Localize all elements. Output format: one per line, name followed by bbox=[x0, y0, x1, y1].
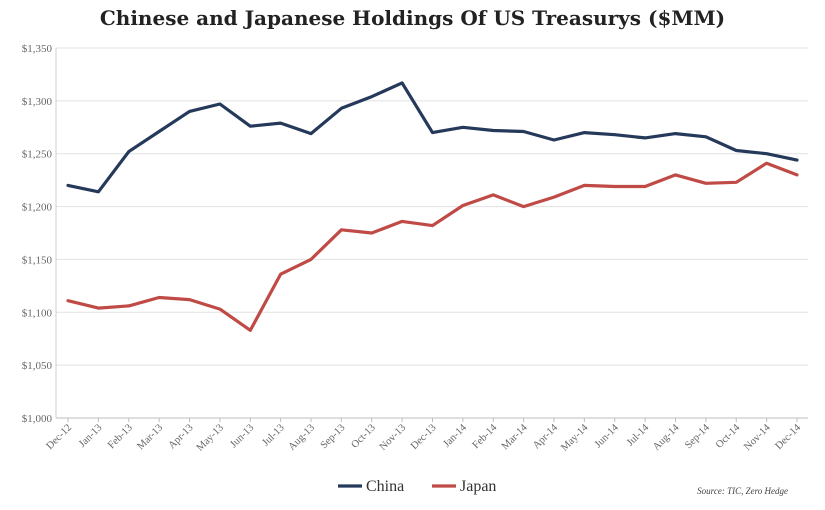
series-lines bbox=[66, 81, 799, 332]
axes bbox=[55, 48, 808, 419]
y-axis-ticks: $1,000 $1,050 $1,100 $1,150 $1,200 $1,250 $1,3… bbox=[22, 43, 53, 425]
x-axis-ticks: Dec-12 Jan-13 Feb-13 Mar-13 Apr-13 May-13 Jun-… bbox=[44, 418, 804, 454]
x-tick-label: Nov-13 bbox=[378, 422, 408, 452]
legend: China Japan bbox=[338, 478, 496, 495]
x-tick-label: Jul-14 bbox=[625, 422, 652, 449]
y-tick-label: $1,200 bbox=[22, 202, 53, 214]
x-tick-label: Jun-14 bbox=[593, 422, 622, 451]
x-tick-label: Aug-13 bbox=[287, 422, 317, 452]
chart-title: Chinese and Japanese Holdings Of US Trea… bbox=[99, 6, 726, 30]
x-tick-label: Feb-13 bbox=[106, 422, 135, 451]
gridlines bbox=[56, 47, 808, 419]
y-tick-label: $1,150 bbox=[22, 254, 53, 266]
x-tick-label: Sep-14 bbox=[683, 422, 712, 451]
x-tick-label: Jul-13 bbox=[260, 422, 286, 448]
series-line-china bbox=[66, 81, 799, 194]
x-tick-label: Apr-13 bbox=[167, 422, 196, 451]
x-tick-label: Nov-14 bbox=[742, 422, 773, 453]
x-tick-label: Apr-14 bbox=[531, 422, 561, 452]
x-tick-label: Jun-13 bbox=[228, 422, 256, 450]
x-tick-label: Oct-14 bbox=[714, 422, 743, 451]
x-tick-label: Dec-14 bbox=[773, 422, 803, 452]
y-tick-label: $1,100 bbox=[22, 307, 53, 319]
x-tick-label: Oct-13 bbox=[349, 422, 377, 450]
x-tick-label: Mar-13 bbox=[135, 422, 165, 452]
x-tick-label: Dec-13 bbox=[409, 422, 439, 452]
y-tick-label: $1,000 bbox=[22, 413, 53, 425]
y-tick-label: $1,250 bbox=[22, 149, 53, 161]
y-tick-label: $1,300 bbox=[22, 96, 53, 108]
x-tick-label: May-14 bbox=[559, 422, 591, 454]
legend-label-china: China bbox=[366, 478, 404, 495]
x-tick-label: Sep-13 bbox=[319, 422, 348, 451]
x-tick-label: Feb-14 bbox=[471, 422, 500, 451]
x-tick-label: Mar-14 bbox=[500, 422, 530, 452]
x-tick-label: Jan-14 bbox=[441, 422, 469, 450]
y-tick-label: $1,050 bbox=[22, 360, 53, 372]
x-tick-label: Aug-14 bbox=[651, 422, 682, 453]
y-tick-label: $1,350 bbox=[22, 43, 53, 55]
legend-label-japan: Japan bbox=[460, 478, 496, 495]
x-tick-label: Dec-12 bbox=[44, 422, 74, 452]
source-note: Source: TIC, Zero Hedge bbox=[697, 486, 788, 496]
series-line-japan bbox=[66, 161, 799, 332]
x-tick-label: May-13 bbox=[195, 422, 226, 453]
x-tick-label: Jan-13 bbox=[77, 422, 105, 450]
